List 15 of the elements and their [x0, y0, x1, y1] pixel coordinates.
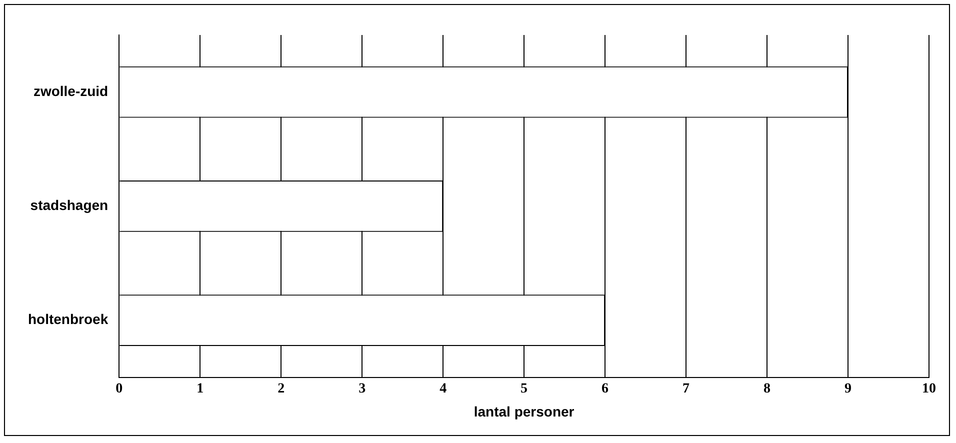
x-tick-label: 5	[520, 381, 528, 396]
x-tick-label: 2	[278, 381, 285, 396]
x-tick-label: 3	[358, 381, 366, 396]
y-tick-label: holtenbroek	[28, 311, 108, 328]
y-tick-label: zwolle-zuid	[33, 82, 108, 99]
x-tick-label: 10	[922, 381, 936, 396]
x-tick-label: 6	[602, 381, 609, 396]
x-tick-label: 8	[764, 381, 771, 396]
x-tick-label: 1	[196, 381, 204, 396]
x-axis-title: lantal personer	[474, 403, 575, 420]
x-tick-label: 0	[116, 381, 123, 396]
x-tick-label: 4	[440, 381, 447, 396]
x-tick-label: 7	[682, 381, 690, 396]
x-tick-label: 9	[844, 381, 852, 396]
y-tick-label: stadshagen	[30, 197, 108, 214]
